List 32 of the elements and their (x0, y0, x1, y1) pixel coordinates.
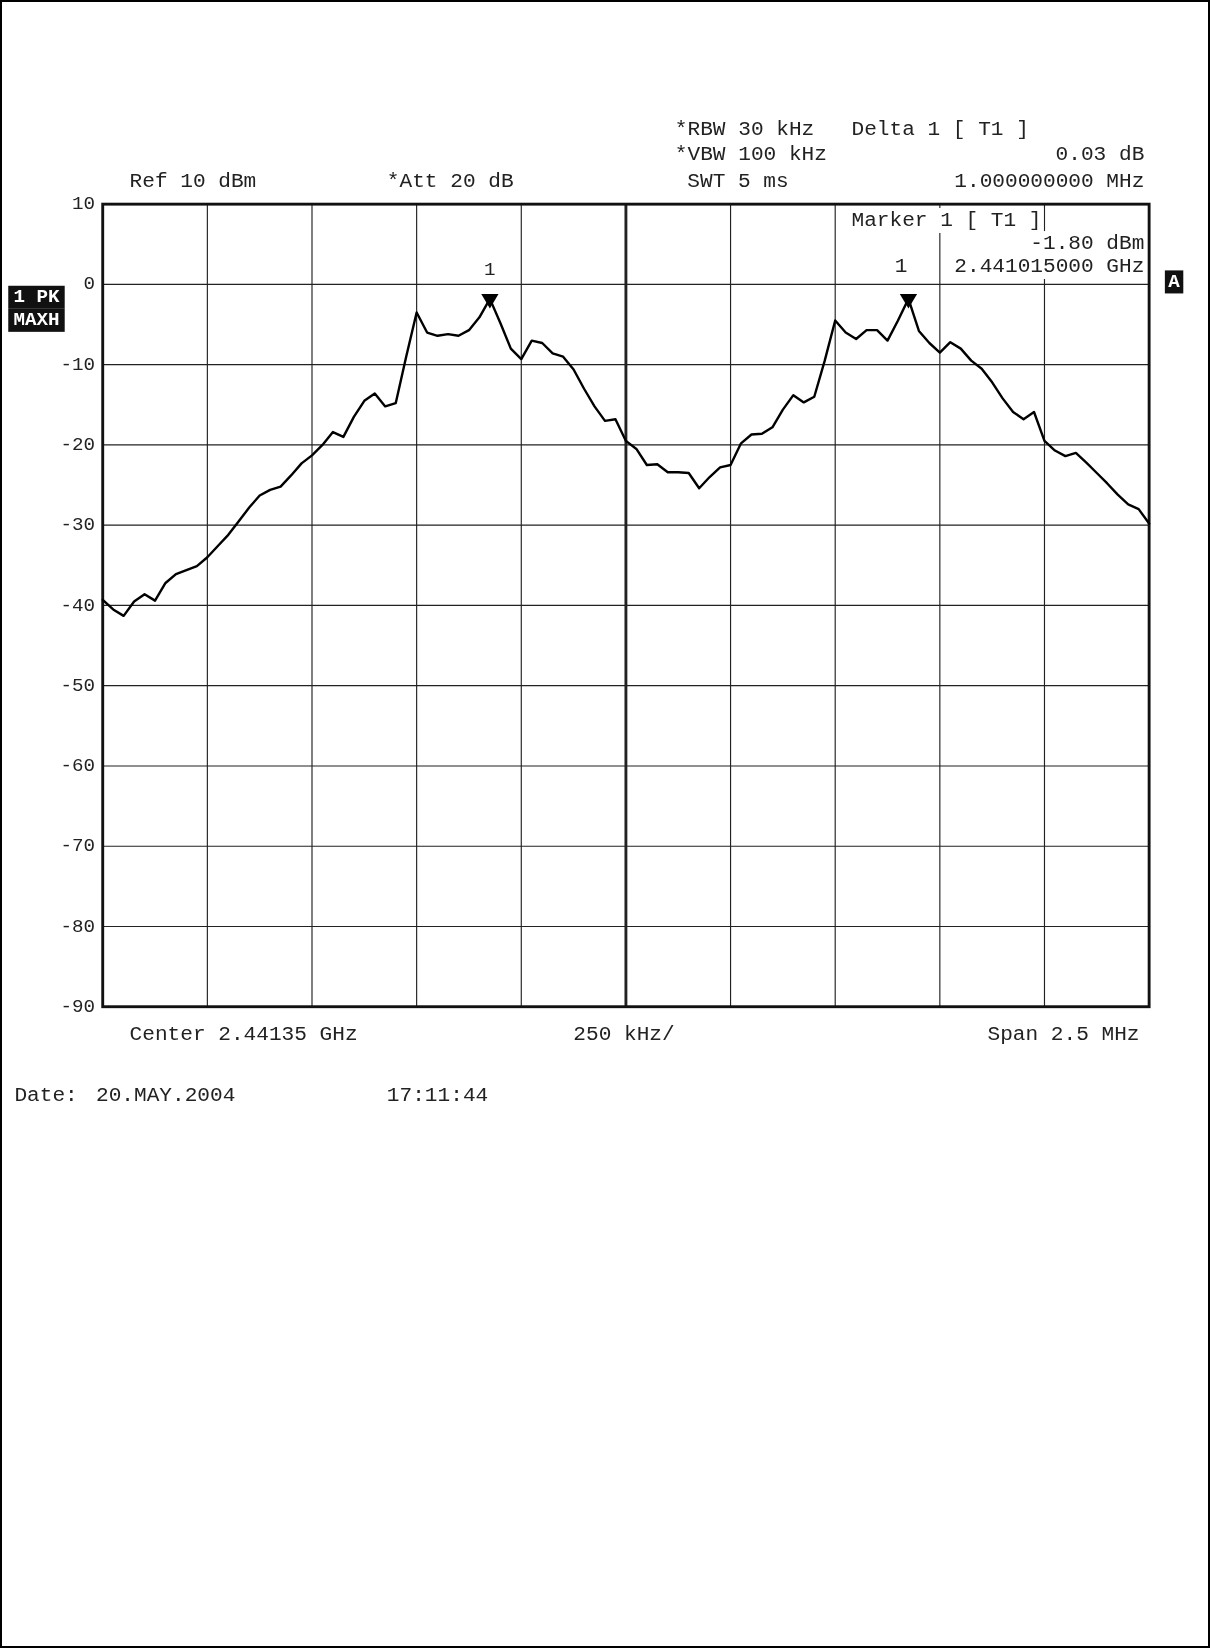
y-tick-label: -70 (60, 835, 96, 858)
annotation: 1 (484, 259, 496, 282)
y-tick-label: -80 (60, 915, 96, 938)
y-tick-label: -50 (60, 674, 96, 697)
text: 1.000000000 MHz (954, 168, 1145, 193)
text: Ref 10 dBm (129, 168, 257, 193)
text: 1 PK (13, 286, 60, 309)
y-tick-label: -30 (60, 514, 96, 537)
text: *RBW 30 kHz (674, 116, 815, 141)
annotation: 2.441015000 GHz (954, 254, 1145, 279)
annotation: -1.80 dBm (1030, 231, 1145, 256)
text: 20.MAY.2004 (96, 1082, 236, 1107)
text: Date: (14, 1082, 78, 1107)
text: 250 kHz/ (573, 1022, 675, 1047)
text: 0.03 dB (1055, 141, 1145, 166)
y-tick-label: -40 (60, 594, 96, 617)
y-tick-label: -10 (60, 353, 96, 376)
annotation: 1 (894, 254, 908, 279)
text: *VBW 100 kHz (674, 141, 827, 166)
text: 17:11:44 (386, 1082, 489, 1107)
text: MAXH (13, 309, 60, 332)
text: Span 2.5 MHz (987, 1022, 1140, 1047)
y-tick-label: -20 (60, 434, 96, 457)
y-tick-label: -90 (60, 995, 96, 1018)
text: SWT 5 ms (687, 168, 789, 193)
y-tick-label: -60 (60, 755, 96, 778)
y-tick-label: 10 (72, 193, 96, 216)
text: Center 2.44135 GHz (129, 1022, 358, 1047)
text: *Att 20 dB (386, 168, 514, 193)
text: Delta 1 [ T1 ] (851, 116, 1029, 141)
y-tick-label: 0 (83, 273, 96, 296)
annotation: Marker 1 [ T1 ] (851, 208, 1042, 233)
